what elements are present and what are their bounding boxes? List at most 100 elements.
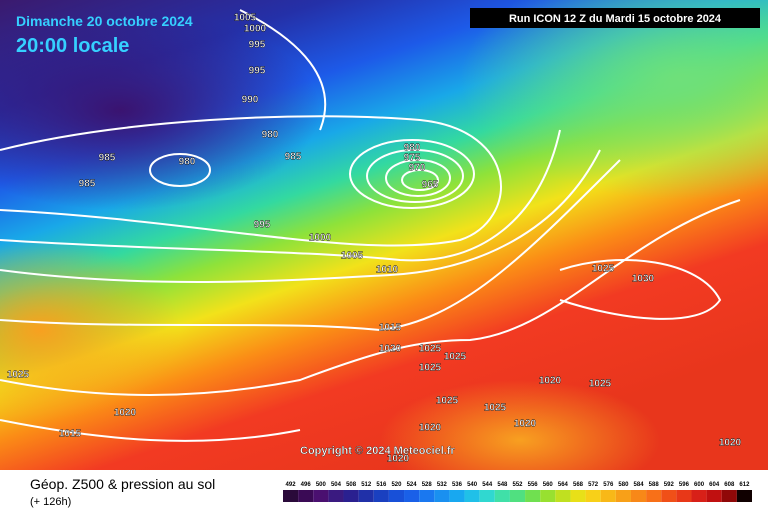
colorbar-label: 608 <box>724 482 735 488</box>
colorbar-swatch <box>615 490 631 502</box>
colorbar-label: 496 <box>301 482 312 488</box>
isobar-label: 1025 <box>589 379 612 390</box>
forecast-offset: (+ 126h) <box>30 496 71 508</box>
colorbar-swatch <box>313 490 329 502</box>
isobar-label: 980 <box>262 130 279 141</box>
field-warm-west <box>0 240 180 420</box>
colorbar-label: 544 <box>482 482 493 488</box>
colorbar-swatch <box>721 490 737 502</box>
colorbar-label: 500 <box>316 482 327 488</box>
isobar-label: 1020 <box>719 438 742 449</box>
colorbar-label: 540 <box>467 482 478 488</box>
colorbar-swatch <box>434 490 450 502</box>
isobar-label: 990 <box>242 95 259 106</box>
isobar-label: 1025 <box>419 344 442 355</box>
colorbar-label: 520 <box>391 482 402 488</box>
run-info: Run ICON 12 Z du Mardi 15 octobre 2024 <box>509 13 722 25</box>
isobar-label: 1030 <box>632 274 655 285</box>
isobar-label: 980 <box>404 143 421 154</box>
isobar-label: 1025 <box>7 370 30 381</box>
colorbar-label: 596 <box>679 482 690 488</box>
colorbar-swatch <box>630 490 647 502</box>
isobar-label: 1020 <box>114 408 137 419</box>
colorbar-swatch <box>540 490 556 502</box>
isobar-label: 995 <box>249 66 266 77</box>
isobar-label: 1000 <box>244 24 267 35</box>
isobar-label: 1025 <box>484 403 507 414</box>
colorbar-swatch <box>328 490 344 502</box>
colorbar-label: 532 <box>437 482 448 488</box>
colorbar-swatch <box>449 490 465 502</box>
colorbar-label: 584 <box>634 482 645 488</box>
field-ne <box>460 0 768 200</box>
run-box <box>470 8 760 28</box>
colorbar-label: 560 <box>543 482 554 488</box>
isobar-label: 1015 <box>59 429 82 440</box>
product-title: Géop. Z500 & pression au sol <box>30 476 215 492</box>
isobar-label: 1005 <box>341 251 364 262</box>
colorbar-label: 548 <box>497 482 508 488</box>
map-time: 20:00 locale <box>16 35 129 57</box>
colorbar-label: 568 <box>573 482 584 488</box>
isobar-label: 1025 <box>419 363 442 374</box>
colorbar-label: 592 <box>664 482 675 488</box>
colorbar-label: 580 <box>618 482 629 488</box>
isobars <box>0 9 741 442</box>
isobar-label: 985 <box>99 153 116 164</box>
isobar-label: 965 <box>422 180 439 191</box>
isobar-label: 985 <box>285 152 302 163</box>
colorbar-swatch <box>494 490 510 502</box>
isobar-label: 995 <box>254 220 271 231</box>
colorbar-swatch <box>661 490 677 502</box>
isobar-label: 1025 <box>592 264 615 275</box>
colorbar-swatch <box>479 490 495 502</box>
colorbar-label: 516 <box>376 482 387 488</box>
isobar-label: 975 <box>404 153 421 164</box>
colorbar-swatch <box>676 490 692 502</box>
isobar-label: 1005 <box>234 13 257 24</box>
isobar-label: 1015 <box>379 323 402 334</box>
colorbar-label: 588 <box>649 482 660 488</box>
colorbar-swatch <box>343 490 359 502</box>
isobar-label: 995 <box>249 40 266 51</box>
isobar-label: 1025 <box>436 396 459 407</box>
colorbar-swatch <box>283 490 299 502</box>
isobar-label: 970 <box>409 163 426 174</box>
map-date: Dimanche 20 octobre 2024 <box>16 13 193 29</box>
colorbar-label: 504 <box>331 482 342 488</box>
colorbar-swatch <box>525 490 541 502</box>
colorbar-label: 512 <box>361 482 372 488</box>
isobar-label: 1020 <box>387 454 410 465</box>
isobar-label: 1020 <box>419 423 442 434</box>
colorbar-label: 508 <box>346 482 357 488</box>
colorbar-label: 600 <box>694 482 705 488</box>
colorbar-swatch <box>358 490 374 502</box>
colorbar-label: 576 <box>603 482 614 488</box>
colorbar-label: 564 <box>558 482 569 488</box>
colorbar-label: 528 <box>422 482 433 488</box>
colorbar-swatch <box>736 490 752 502</box>
colorbar-label: 556 <box>528 482 539 488</box>
colorbar-swatch <box>298 490 314 502</box>
colorbar-label: 572 <box>588 482 599 488</box>
isobar-label: 1025 <box>444 352 467 363</box>
colorbar-label: 524 <box>407 482 418 488</box>
colorbar-swatch <box>388 490 405 502</box>
isobar-label: 1020 <box>514 419 537 430</box>
colorbar-swatch <box>509 490 526 502</box>
colorbar-label: 604 <box>709 482 720 488</box>
isobar-label: 1010 <box>376 265 399 276</box>
colorbar-swatch <box>570 490 586 502</box>
colorbar-swatch <box>464 490 480 502</box>
copyright: Copyright © 2024 Meteociel.fr <box>300 445 456 457</box>
isobar-label: 985 <box>79 179 96 190</box>
isobar-label: 1020 <box>539 376 562 387</box>
colorbar-swatch <box>373 490 389 502</box>
field-low <box>0 10 320 210</box>
colorbar-swatch <box>691 490 707 502</box>
isobar-label: 980 <box>179 157 196 168</box>
colorbar-label: 552 <box>512 482 523 488</box>
colorbar-swatch <box>404 490 420 502</box>
isobar-label: 1020 <box>379 344 402 355</box>
